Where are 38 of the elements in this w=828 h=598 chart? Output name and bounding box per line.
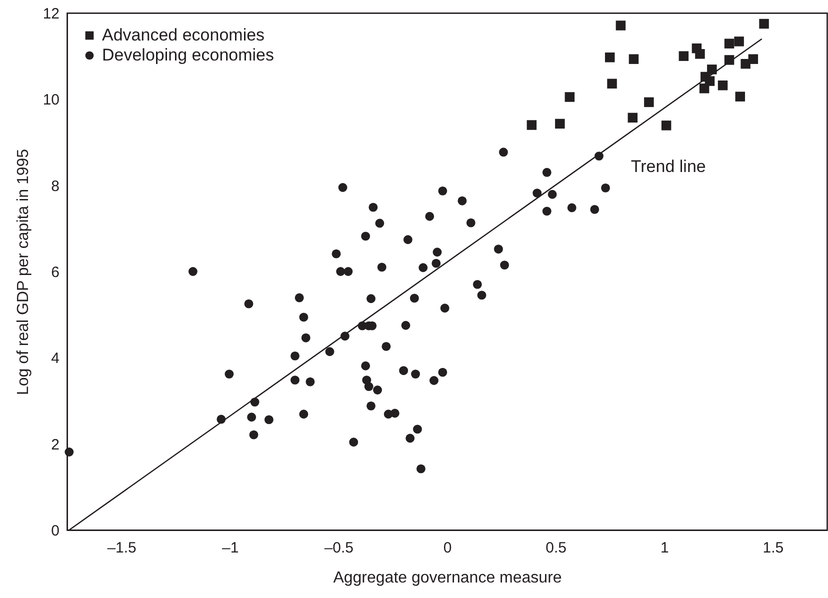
point [695, 49, 705, 59]
y-tick-label: 0 [51, 522, 60, 540]
point [735, 92, 746, 102]
point [678, 51, 689, 61]
annotation: Trend line [630, 157, 706, 176]
point [555, 118, 565, 129]
legend-label: Advanced economies [102, 26, 265, 44]
x-tick-label: 1 [660, 540, 669, 556]
legend-label: Developing economies [102, 46, 274, 64]
y-tick-label: 2 [51, 436, 60, 454]
x-tick-label: 0 [443, 540, 452, 556]
y-axis-title: Log of real GDP per capita in 1995 [14, 148, 32, 396]
y-tick-label: 12 [42, 6, 60, 22]
y-tick-label: 10 [42, 92, 60, 109]
point [759, 18, 769, 29]
point [564, 92, 575, 102]
point [607, 78, 617, 89]
point [644, 97, 654, 108]
x-axis-title: Aggregate governance measure [333, 570, 562, 586]
x-tick-label: –0.5 [324, 540, 354, 556]
y-tick-label: 6 [51, 264, 60, 281]
point [628, 112, 638, 123]
point [604, 52, 615, 62]
point [526, 120, 537, 130]
point [616, 20, 626, 30]
point [699, 84, 710, 94]
y-tick-label: 8 [51, 178, 60, 195]
x-tick-label: 0.5 [546, 540, 566, 556]
x-tick-label: 1.5 [762, 540, 784, 556]
point [734, 36, 744, 46]
y-tick-label: 4 [51, 350, 60, 368]
point [748, 54, 758, 64]
point [718, 80, 728, 90]
point [661, 120, 672, 130]
point [724, 38, 734, 48]
point [628, 54, 639, 64]
x-tick-label: –1.5 [107, 540, 136, 556]
x-tick-label: –1 [222, 540, 239, 556]
